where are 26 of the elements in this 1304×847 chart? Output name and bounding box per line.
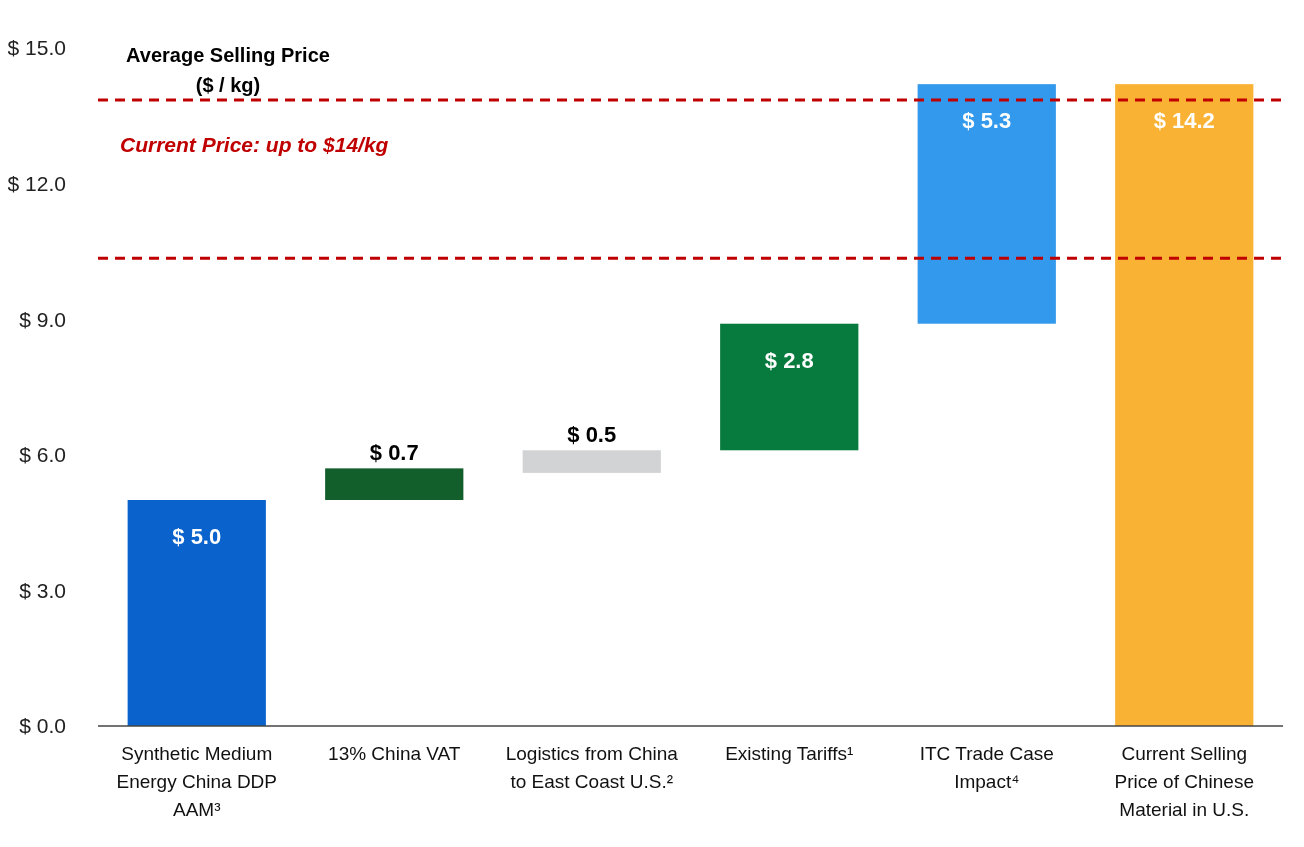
x-tick-label: Existing Tariffs¹	[725, 743, 854, 764]
x-tick-label: Synthetic Medium Energy China DDP AAM³	[116, 743, 278, 820]
bar	[917, 84, 1056, 324]
data-label: $ 5.0	[172, 524, 222, 549]
y-tick-label: $ 15.0	[7, 36, 66, 60]
x-tick-label: Current Selling Price of Chinese Material in U.S.	[1114, 743, 1254, 820]
y-tick-label: $ 12.0	[7, 171, 66, 195]
x-tick-label: 13% China VAT	[328, 743, 461, 764]
bar	[1115, 84, 1254, 726]
text: Average Selling Price ($ / kg)	[126, 44, 330, 96]
data-label: $ 2.8	[764, 347, 814, 373]
bar	[127, 500, 266, 726]
y-tick-label: $ 9.0	[19, 307, 66, 331]
y-tick-label: $ 6.0	[19, 443, 66, 467]
x-tick-label: Logistics from China to East Coast U.S.²	[505, 743, 679, 792]
y-tick-label: $ 0.0	[19, 714, 66, 738]
y-tick-label: $ 3.0	[19, 578, 66, 602]
annotation: Current Price: up to $14/kg	[120, 132, 389, 156]
x-tick-label: ITC Trade Case Impact⁴	[919, 743, 1054, 792]
data-label: $ 0.7	[369, 440, 419, 466]
bar	[720, 323, 859, 451]
bar	[522, 450, 661, 473]
data-label: $ 14.2	[1153, 108, 1215, 134]
bar	[325, 468, 464, 500]
data-label: $ 0.5	[567, 422, 617, 448]
data-label: $ 5.3	[962, 108, 1012, 134]
